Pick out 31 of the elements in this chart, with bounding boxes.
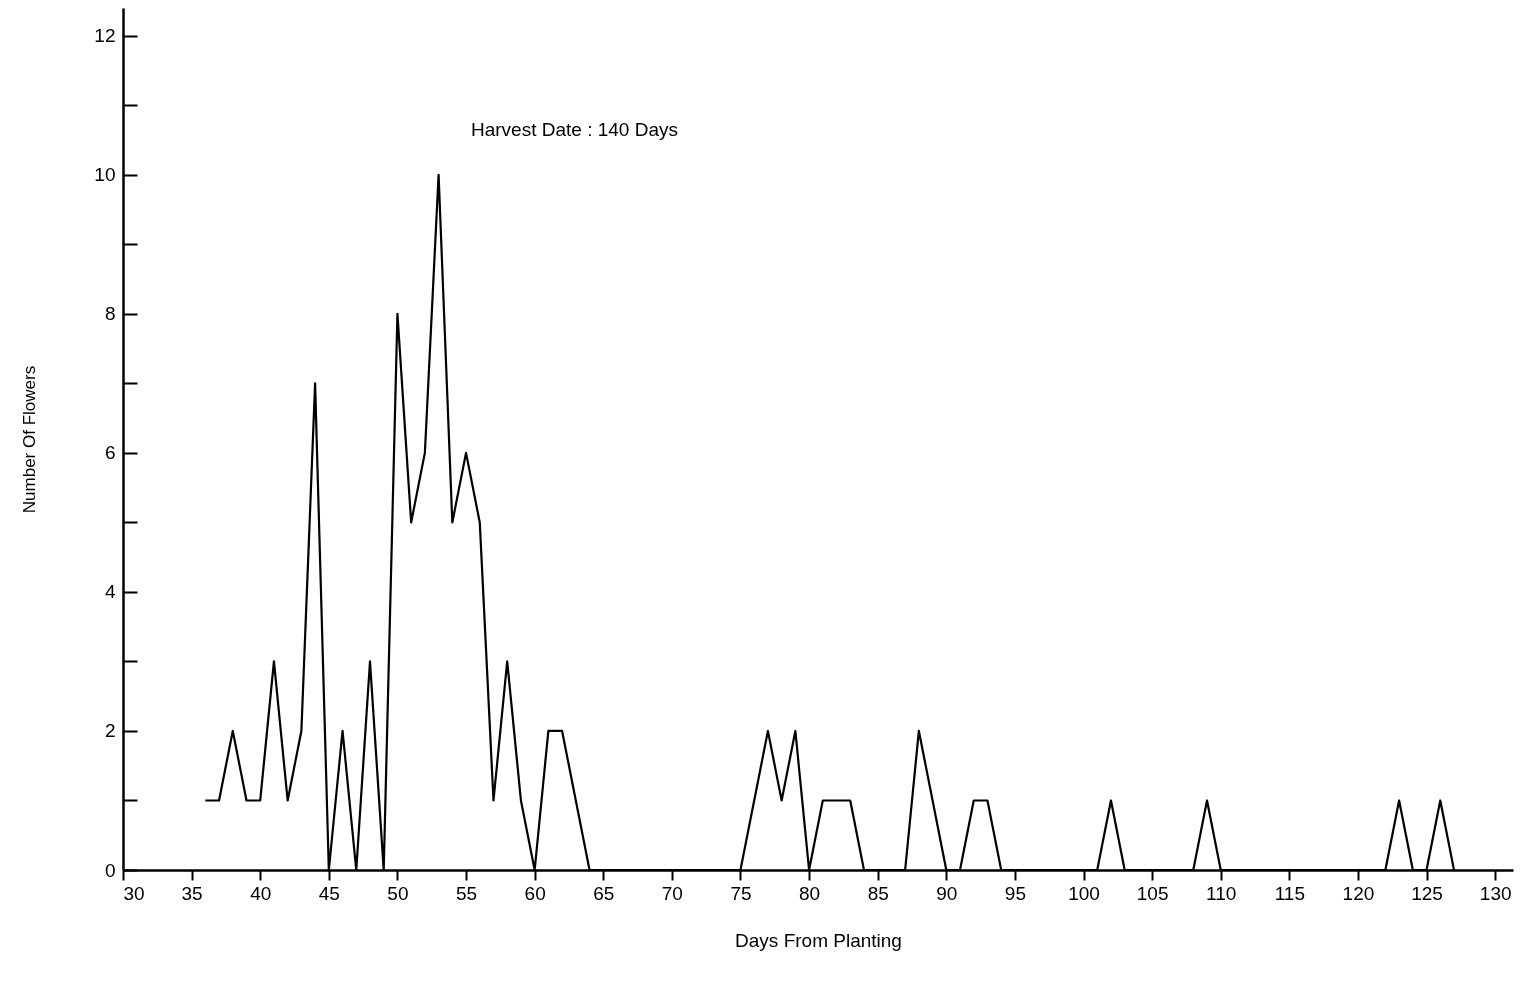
y-tick-label: 0 bbox=[104, 859, 116, 881]
x-tick-label: 80 bbox=[799, 882, 821, 904]
y-tick-label: 8 bbox=[104, 303, 116, 325]
x-tick-label: 120 bbox=[1342, 882, 1375, 904]
x-tick-label: 85 bbox=[867, 882, 889, 904]
x-axis-title: Days From Planting bbox=[735, 929, 902, 951]
y-tick-label: 2 bbox=[104, 720, 116, 742]
x-tick-label: 60 bbox=[524, 882, 546, 904]
y-tick-label: 4 bbox=[104, 581, 116, 603]
x-tick-label: 130 bbox=[1479, 882, 1512, 904]
x-tick-label: 70 bbox=[661, 882, 683, 904]
x-tick-label: 40 bbox=[250, 882, 272, 904]
annotation: Harvest Date : 140 Days bbox=[471, 119, 678, 140]
x-tick-label: 90 bbox=[936, 882, 958, 904]
y-tick-label: 12 bbox=[94, 25, 116, 47]
x-tick-label: 55 bbox=[455, 882, 478, 904]
y-axis-title: Number Of Flowers bbox=[20, 365, 40, 514]
y-tick-label: 10 bbox=[94, 164, 116, 186]
x-tick-label: 50 bbox=[387, 882, 409, 904]
x-tick-label: 105 bbox=[1136, 882, 1169, 904]
x-tick-label: 30 bbox=[123, 882, 145, 904]
x-tick-label: 115 bbox=[1274, 882, 1305, 904]
x-tick-label: 100 bbox=[1068, 882, 1100, 904]
x-tick-label: 65 bbox=[593, 882, 615, 904]
x-tick-label: 125 bbox=[1411, 882, 1443, 904]
x-tick-label: 45 bbox=[318, 882, 340, 904]
x-tick-label: 35 bbox=[181, 882, 203, 904]
x-tick-label: 75 bbox=[730, 882, 752, 904]
x-tick-label: 110 bbox=[1206, 882, 1237, 904]
x-tick-label: 95 bbox=[1004, 882, 1026, 904]
y-tick-label: 6 bbox=[104, 442, 116, 464]
